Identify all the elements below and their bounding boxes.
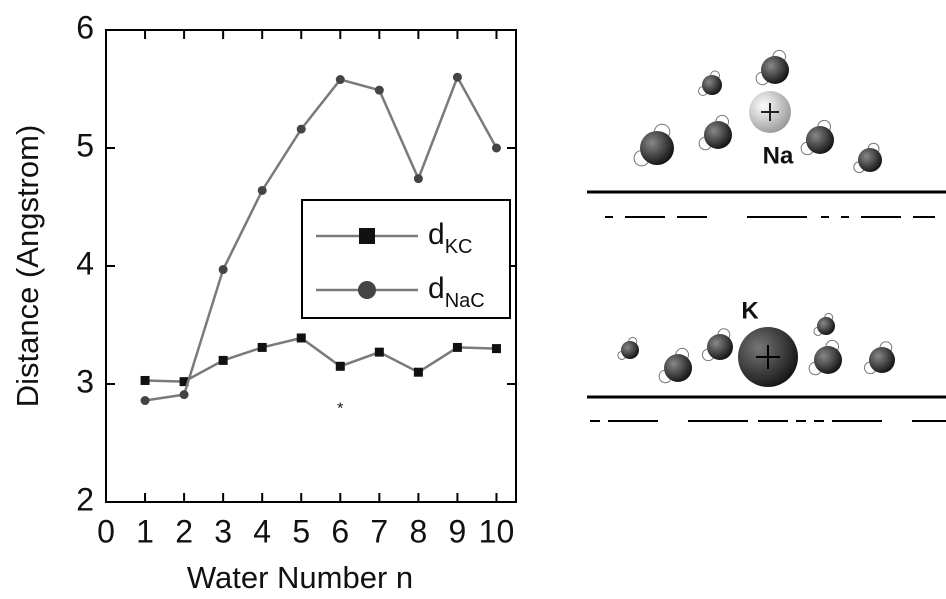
point	[374, 347, 384, 357]
series-line	[145, 336, 497, 383]
y-tick-label: 5	[76, 127, 94, 163]
point	[296, 124, 306, 134]
water	[633, 123, 674, 167]
point	[257, 185, 267, 195]
point	[140, 396, 150, 406]
point	[491, 344, 501, 354]
legend-box	[301, 199, 511, 319]
point	[218, 265, 228, 275]
x-tick-label: 2	[175, 513, 193, 549]
annotation: *	[337, 401, 343, 418]
water	[808, 339, 842, 376]
x-tick-label: 9	[449, 513, 467, 549]
point	[452, 342, 462, 352]
y-axis-title: Distance (Angstrom)	[10, 125, 45, 408]
point	[296, 333, 306, 343]
x-tick-label: 1	[136, 513, 154, 549]
water	[800, 119, 834, 156]
water	[863, 341, 895, 375]
molecule-diagram: Na K	[587, 49, 946, 422]
point	[374, 85, 384, 95]
legend-name: d	[428, 218, 445, 251]
legend-name: d	[428, 272, 445, 305]
point	[218, 355, 228, 365]
legend-subscript: NaC	[445, 290, 485, 312]
water	[853, 142, 882, 174]
point	[452, 72, 462, 82]
ion-label: Na	[763, 142, 794, 169]
point	[257, 342, 267, 352]
water	[701, 328, 733, 362]
y-tick-label: 6	[76, 9, 94, 45]
x-tick-label: 5	[292, 513, 310, 549]
point	[335, 75, 345, 85]
y-tick-label: 2	[76, 481, 94, 517]
y-tick-label: 4	[76, 245, 94, 281]
water	[698, 114, 732, 151]
water	[813, 312, 835, 336]
water	[755, 49, 789, 86]
x-tick-label: 10	[479, 513, 515, 549]
ion-label: K	[741, 297, 759, 324]
legend-label: dNaC	[428, 272, 485, 312]
x-tick-label: 3	[214, 513, 232, 549]
legend-subscript: KC	[445, 236, 473, 258]
water	[617, 336, 639, 360]
x-tick-label: 8	[409, 513, 427, 549]
x-tick-label: 6	[331, 513, 349, 549]
point	[179, 377, 189, 387]
x-axis-title: Water Number n	[187, 560, 413, 595]
point	[179, 390, 189, 400]
series-line	[144, 74, 498, 402]
x-tick-label: 7	[370, 513, 388, 549]
point	[335, 361, 345, 371]
point	[413, 367, 423, 377]
legend-label: dKC	[428, 218, 472, 258]
x-tick-label: 4	[253, 513, 271, 549]
y-tick-label: 3	[76, 363, 94, 399]
water	[658, 347, 692, 384]
point	[413, 174, 423, 184]
water	[698, 70, 722, 96]
legend-marker	[359, 228, 375, 244]
x-tick-label: 0	[97, 513, 115, 549]
legend-marker	[358, 281, 376, 299]
point	[140, 375, 150, 385]
point	[491, 143, 501, 153]
